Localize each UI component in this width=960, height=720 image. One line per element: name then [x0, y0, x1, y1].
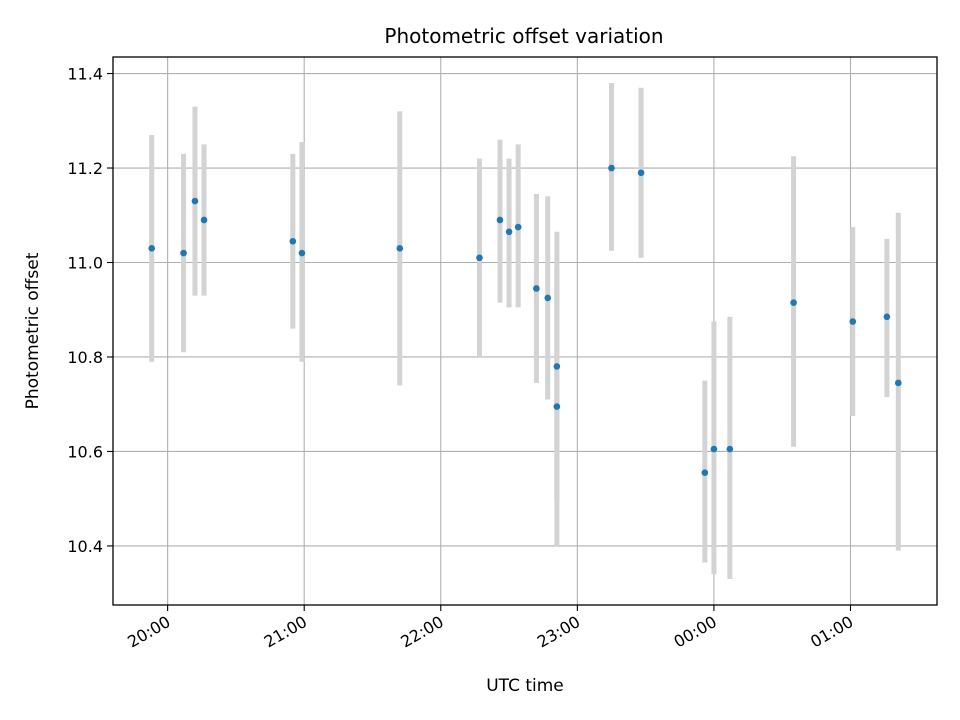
data-point	[496, 216, 504, 224]
y-axis-ticks: 10.4 10.6 10.8 11.0 11.2 11.4	[67, 65, 113, 556]
data-point	[849, 318, 857, 325]
plot-frame	[112, 56, 938, 606]
y-tick-label: 10.4	[67, 537, 103, 556]
y-tick-label: 11.0	[67, 254, 103, 273]
data-point	[289, 237, 297, 245]
y-tick-label: 10.8	[67, 348, 103, 367]
y-tick-label: 10.6	[67, 442, 103, 461]
data-point	[180, 249, 187, 257]
data-point	[298, 249, 306, 257]
data-point	[895, 379, 902, 387]
data-point	[533, 285, 540, 292]
data-point	[608, 164, 615, 172]
y-tick-label: 11.2	[67, 159, 103, 178]
data-point	[148, 245, 155, 252]
data-point	[710, 445, 718, 453]
data-point	[514, 223, 522, 231]
data-point	[191, 197, 199, 205]
data-point	[790, 299, 797, 306]
data-point	[553, 403, 561, 410]
data-point	[701, 469, 709, 477]
data-point	[200, 216, 208, 224]
data-point	[544, 294, 552, 302]
data-point	[726, 445, 734, 453]
chart-title: Photometric offset variation	[384, 24, 663, 48]
y-tick-label: 11.4	[67, 65, 103, 84]
data-point	[883, 313, 891, 321]
x-axis-label: UTC time	[486, 676, 564, 696]
data-point	[553, 363, 561, 370]
data-point	[396, 245, 404, 252]
data-point	[637, 169, 645, 177]
data-points	[148, 164, 902, 477]
y-axis-label: Photometric offset	[23, 252, 43, 409]
data-point	[476, 254, 483, 262]
data-point	[505, 228, 513, 236]
